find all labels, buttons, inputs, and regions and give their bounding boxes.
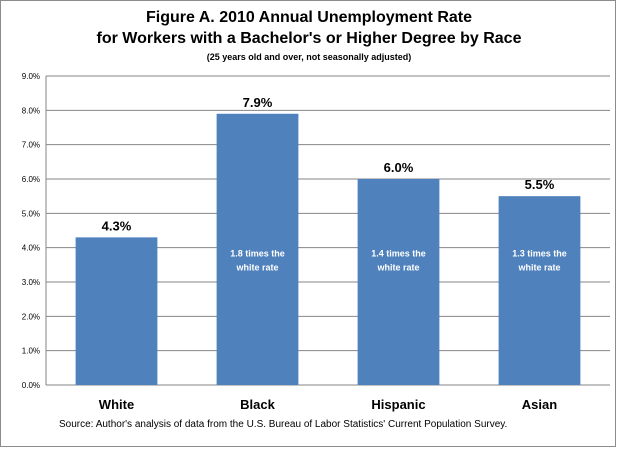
data-label: 6.0%: [384, 160, 414, 175]
bar-annotation: white rate: [235, 262, 278, 272]
data-label: 4.3%: [102, 218, 132, 233]
bar-asian: [498, 196, 581, 385]
y-tick-label: 7.0%: [22, 141, 40, 150]
y-tick-label: 4.0%: [22, 244, 40, 253]
category-label: Hispanic: [371, 397, 425, 412]
category-label: Asian: [522, 397, 557, 412]
y-tick-label: 6.0%: [22, 175, 40, 184]
data-label: 5.5%: [525, 177, 555, 192]
y-tick-label: 0.0%: [22, 381, 40, 390]
y-tick-label: 5.0%: [22, 209, 40, 218]
bar-annotation: white rate: [517, 262, 560, 272]
y-tick-label: 3.0%: [22, 278, 40, 287]
y-tick-label: 2.0%: [22, 312, 40, 321]
source-note: Source: Author's analysis of data from t…: [59, 419, 508, 430]
y-tick-label: 1.0%: [22, 347, 40, 356]
bar-white: [75, 237, 158, 385]
bar-annotation: 1.3 times the: [512, 248, 567, 258]
bar-annotation: 1.4 times the: [371, 248, 426, 258]
data-label: 7.9%: [243, 95, 273, 110]
bar-annotation: white rate: [376, 262, 419, 272]
y-tick-label: 8.0%: [22, 106, 40, 115]
category-label: White: [99, 397, 134, 412]
y-tick-label: 9.0%: [22, 72, 40, 81]
category-label: Black: [240, 397, 275, 412]
chart-subtitle: (25 years old and over, not seasonally a…: [206, 52, 412, 62]
bar-annotation: 1.8 times the: [230, 248, 285, 258]
bar-hispanic: [357, 179, 440, 385]
chart-title-line-2: for Workers with a Bachelor's or Higher …: [96, 30, 522, 47]
chart-title: Figure A. 2010 Annual Unemployment Rate: [146, 9, 472, 26]
bar-black: [216, 113, 299, 386]
